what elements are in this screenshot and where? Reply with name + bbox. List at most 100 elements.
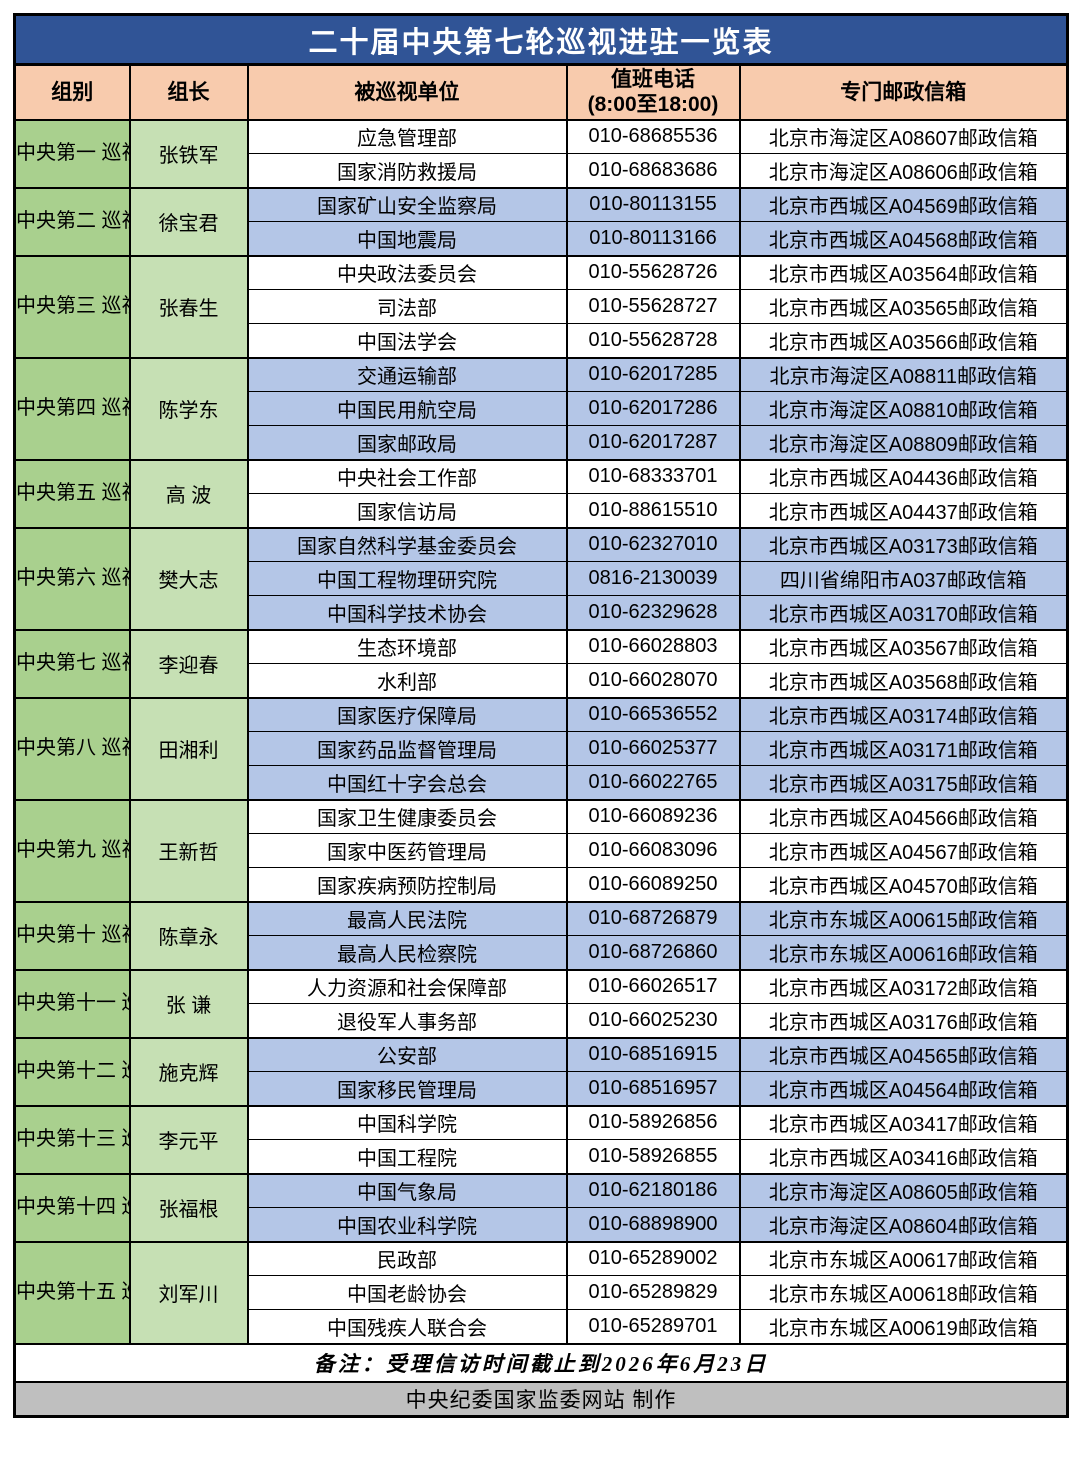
postal-box-cell: 北京市东城区A00619邮政信箱 bbox=[738, 1309, 1069, 1344]
group-name-cell: 中央第十三 巡视组 bbox=[13, 1104, 131, 1174]
postal-box-cell: 北京市西城区A03568邮政信箱 bbox=[738, 663, 1069, 698]
group-name-cell: 中央第十一 巡视组 bbox=[13, 968, 131, 1038]
inspection-roster-table: 二十届中央第七轮巡视进驻一览表 组别 组长 被巡视单位 值班电话 (8:00至1… bbox=[12, 13, 1070, 1418]
duty-phone-cell: 010-68516957 bbox=[565, 1071, 741, 1106]
duty-phone-cell: 010-62180186 bbox=[565, 1172, 741, 1208]
group-name-cell: 中央第十五 巡视组 bbox=[13, 1240, 131, 1344]
postal-box-cell: 北京市东城区A00616邮政信箱 bbox=[738, 935, 1069, 970]
duty-phone-cell: 0816-2130039 bbox=[565, 561, 741, 596]
group-leader-cell: 高 波 bbox=[128, 458, 249, 528]
postal-box-cell: 北京市西城区A03172邮政信箱 bbox=[738, 968, 1069, 1004]
inspected-unit-cell: 中国工程院 bbox=[246, 1139, 568, 1174]
inspected-unit-cell: 中国科学技术协会 bbox=[246, 595, 568, 630]
duty-phone-cell: 010-65289002 bbox=[565, 1240, 741, 1276]
group-leader-cell: 田湘利 bbox=[128, 696, 249, 800]
table-row: 退役军人事务部 010-66025230 北京市西城区A03176邮政信箱 bbox=[15, 1003, 1069, 1038]
inspected-unit-cell: 水利部 bbox=[246, 663, 568, 698]
duty-phone-cell: 010-66083096 bbox=[565, 833, 741, 868]
duty-phone-cell: 010-66022765 bbox=[565, 765, 741, 800]
postal-box-cell: 北京市海淀区A08605邮政信箱 bbox=[738, 1172, 1069, 1208]
postal-box-cell: 北京市西城区A03417邮政信箱 bbox=[738, 1104, 1069, 1140]
table-row: 中央第十二 巡视组施克辉公安部010-68516915北京市西城区A04565邮… bbox=[13, 1036, 1069, 1106]
group-name-cell: 中央第七 巡视组 bbox=[13, 628, 131, 698]
inspected-unit-cell: 国家消防救援局 bbox=[246, 153, 568, 188]
postal-box-cell: 北京市海淀区A08810邮政信箱 bbox=[738, 391, 1069, 426]
column-header-group: 组别 bbox=[13, 63, 131, 121]
inspected-unit-cell: 中国民用航空局 bbox=[246, 391, 568, 426]
remark-note: 备注：受理信访时间截止到2026年6月23日 bbox=[13, 1342, 1069, 1383]
table-row: 国家消防救援局 010-68683686 北京市海淀区A08606邮政信箱 bbox=[15, 153, 1069, 188]
inspected-unit-cell: 国家矿山安全监察局 bbox=[246, 186, 568, 222]
duty-phone-cell: 010-58926856 bbox=[565, 1104, 741, 1140]
postal-box-cell: 北京市海淀区A08809邮政信箱 bbox=[738, 425, 1069, 460]
inspected-unit-cell: 国家中医药管理局 bbox=[246, 833, 568, 868]
table-row: 中央第八 巡视组田湘利国家医疗保障局010-66536552北京市西城区A031… bbox=[13, 696, 1069, 800]
inspected-unit-cell: 人力资源和社会保障部 bbox=[246, 968, 568, 1004]
postal-box-cell: 北京市西城区A03176邮政信箱 bbox=[738, 1003, 1069, 1038]
postal-box-cell: 四川省绵阳市A037邮政信箱 bbox=[738, 561, 1069, 596]
table-row: 中央第十 巡视组陈章永最高人民法院010-68726879北京市东城区A0061… bbox=[13, 900, 1069, 970]
page-title: 二十届中央第七轮巡视进驻一览表 bbox=[12, 13, 1070, 66]
group-leader-cell: 王新哲 bbox=[128, 798, 249, 902]
postal-box-cell: 北京市西城区A04570邮政信箱 bbox=[738, 867, 1069, 902]
inspected-unit-cell: 交通运输部 bbox=[246, 356, 568, 392]
group-leader-cell: 陈学东 bbox=[128, 356, 249, 460]
inspected-unit-cell: 中国工程物理研究院 bbox=[246, 561, 568, 596]
postal-box-cell: 北京市西城区A03566邮政信箱 bbox=[738, 323, 1069, 358]
inspected-unit-cell: 国家信访局 bbox=[246, 493, 568, 528]
duty-phone-cell: 010-68683686 bbox=[565, 153, 741, 188]
inspected-unit-cell: 退役军人事务部 bbox=[246, 1003, 568, 1038]
inspected-unit-cell: 国家邮政局 bbox=[246, 425, 568, 460]
duty-phone-cell: 010-68726860 bbox=[565, 935, 741, 970]
table-row: 中国工程物理研究院 0816-2130039 四川省绵阳市A037邮政信箱 bbox=[15, 561, 1069, 596]
table-row: 中国农业科学院 010-68898900 北京市海淀区A08604邮政信箱 bbox=[15, 1207, 1069, 1242]
inspected-unit-cell: 司法部 bbox=[246, 289, 568, 324]
duty-phone-cell: 010-55628728 bbox=[565, 323, 741, 358]
group-leader-cell: 徐宝君 bbox=[128, 186, 249, 256]
inspected-unit-cell: 公安部 bbox=[246, 1036, 568, 1072]
inspected-unit-cell: 生态环境部 bbox=[246, 628, 568, 664]
table-row: 中央第七 巡视组李迎春生态环境部010-66028803北京市西城区A03567… bbox=[13, 628, 1069, 698]
inspected-unit-cell: 中国残疾人联合会 bbox=[246, 1309, 568, 1344]
group-leader-cell: 李迎春 bbox=[128, 628, 249, 698]
group-name-cell: 中央第十 巡视组 bbox=[13, 900, 131, 970]
table-row: 中央第五 巡视组高 波中央社会工作部010-68333701北京市西城区A044… bbox=[13, 458, 1069, 528]
table-row: 国家邮政局 010-62017287 北京市海淀区A08809邮政信箱 bbox=[15, 425, 1069, 460]
duty-phone-cell: 010-88615510 bbox=[565, 493, 741, 528]
group-name-cell: 中央第二 巡视组 bbox=[13, 186, 131, 256]
inspected-unit-cell: 中央社会工作部 bbox=[246, 458, 568, 494]
table-row: 中央第十五 巡视组刘军川民政部010-65289002北京市东城区A00617邮… bbox=[13, 1240, 1069, 1344]
duty-phone-cell: 010-62017286 bbox=[565, 391, 741, 426]
inspected-unit-cell: 中国农业科学院 bbox=[246, 1207, 568, 1242]
duty-phone-cell: 010-62329628 bbox=[565, 595, 741, 630]
table-row: 中央第二 巡视组徐宝君国家矿山安全监察局010-80113155北京市西城区A0… bbox=[13, 186, 1069, 256]
group-leader-cell: 施克辉 bbox=[128, 1036, 249, 1106]
inspected-unit-cell: 中央政法委员会 bbox=[246, 254, 568, 290]
duty-phone-cell: 010-66025230 bbox=[565, 1003, 741, 1038]
postal-box-cell: 北京市西城区A04566邮政信箱 bbox=[738, 798, 1069, 834]
postal-box-cell: 北京市海淀区A08604邮政信箱 bbox=[738, 1207, 1069, 1242]
group-leader-cell: 张春生 bbox=[128, 254, 249, 358]
table-row: 中央第九 巡视组王新哲国家卫生健康委员会010-66089236北京市西城区A0… bbox=[13, 798, 1069, 902]
inspected-unit-cell: 中国科学院 bbox=[246, 1104, 568, 1140]
duty-phone-cell: 010-66025377 bbox=[565, 731, 741, 766]
postal-box-cell: 北京市西城区A04568邮政信箱 bbox=[738, 221, 1069, 256]
inspected-unit-cell: 国家移民管理局 bbox=[246, 1071, 568, 1106]
table-row: 中国地震局 010-80113166 北京市西城区A04568邮政信箱 bbox=[15, 221, 1069, 256]
group-leader-cell: 李元平 bbox=[128, 1104, 249, 1174]
postal-box-cell: 北京市东城区A00618邮政信箱 bbox=[738, 1275, 1069, 1310]
duty-phone-cell: 010-65289829 bbox=[565, 1275, 741, 1310]
group-name-cell: 中央第十四 巡视组 bbox=[13, 1172, 131, 1242]
postal-box-cell: 北京市西城区A04564邮政信箱 bbox=[738, 1071, 1069, 1106]
inspected-unit-cell: 最高人民法院 bbox=[246, 900, 568, 936]
inspected-unit-cell: 中国红十字会总会 bbox=[246, 765, 568, 800]
postal-box-cell: 北京市西城区A03567邮政信箱 bbox=[738, 628, 1069, 664]
table-row: 中央第十三 巡视组李元平中国科学院010-58926856北京市西城区A0341… bbox=[13, 1104, 1069, 1174]
duty-phone-cell: 010-68685536 bbox=[565, 118, 741, 154]
duty-phone-cell: 010-58926855 bbox=[565, 1139, 741, 1174]
table-row: 中国科学技术协会 010-62329628 北京市西城区A03170邮政信箱 bbox=[15, 595, 1069, 630]
duty-phone-cell: 010-62017285 bbox=[565, 356, 741, 392]
table-row: 国家信访局 010-88615510 北京市西城区A04437邮政信箱 bbox=[15, 493, 1069, 528]
duty-phone-cell: 010-80113155 bbox=[565, 186, 741, 222]
group-name-cell: 中央第十二 巡视组 bbox=[13, 1036, 131, 1106]
